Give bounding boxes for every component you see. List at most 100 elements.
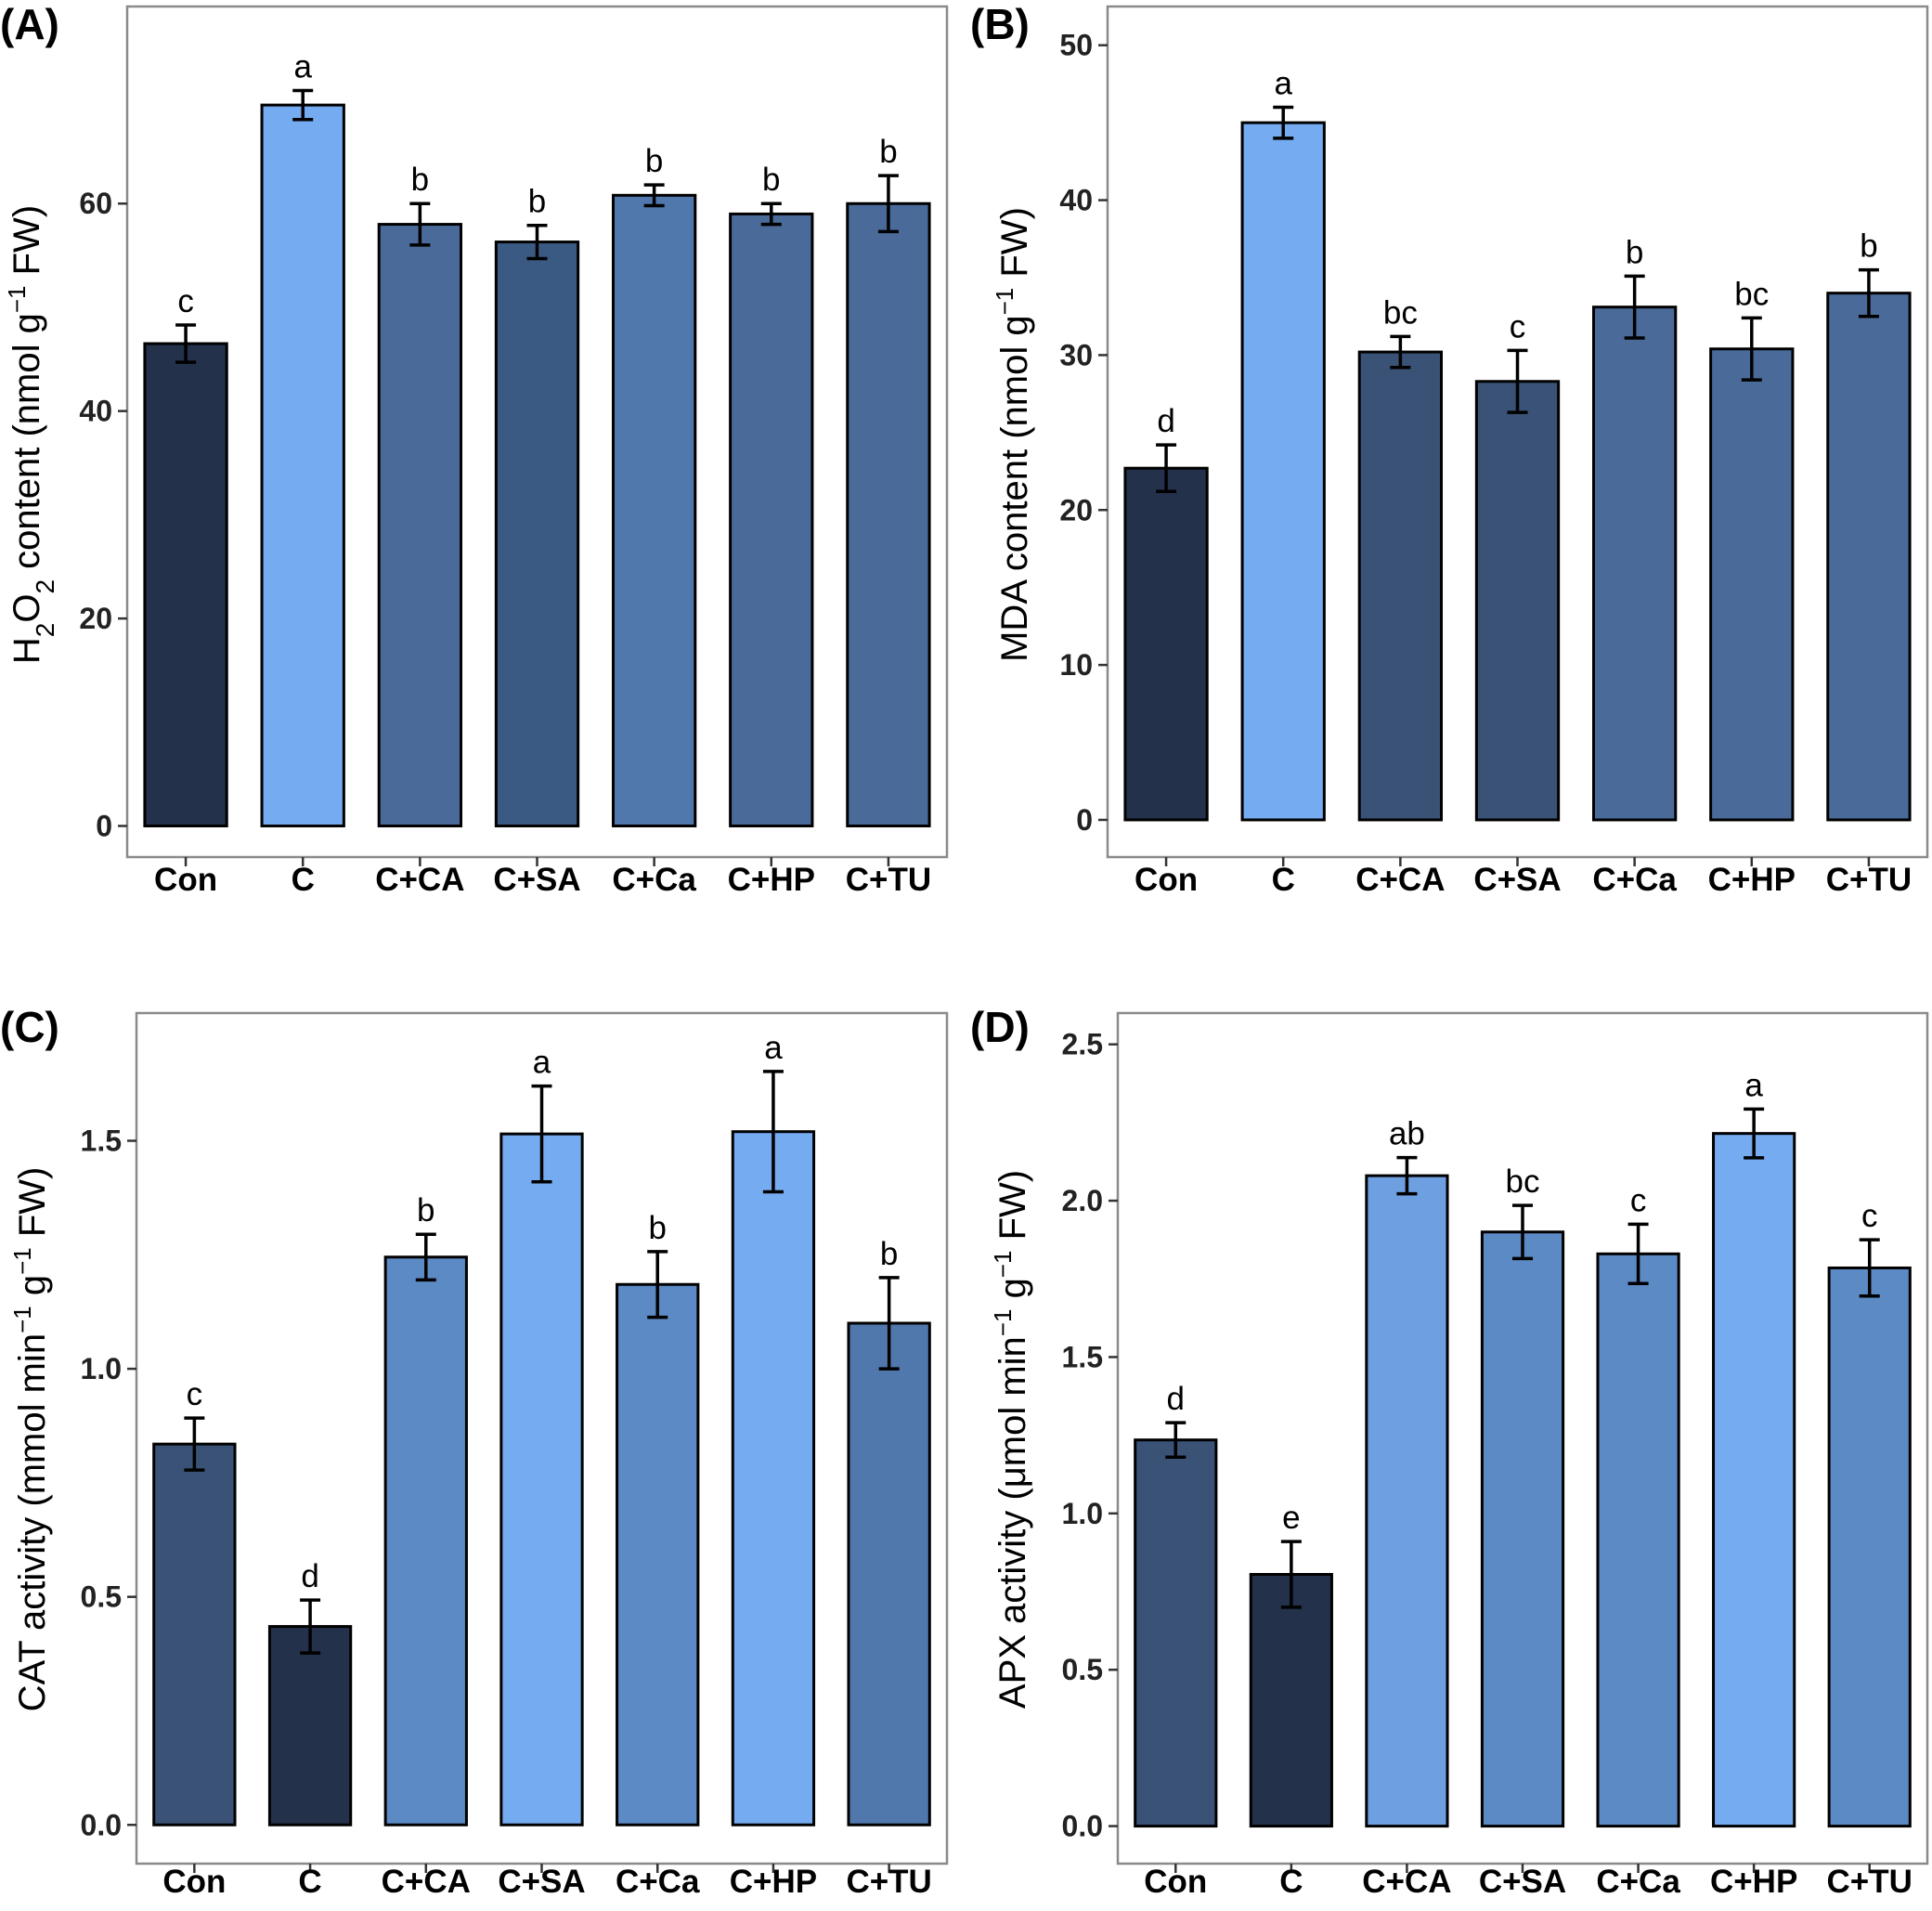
significance-letter: a — [533, 1045, 551, 1081]
error-bar — [531, 1084, 552, 1184]
bar-c-sa — [494, 240, 580, 827]
error-bar — [292, 88, 314, 122]
panel-d: (D) 0.0 0.5 1.0 1.5 2.0 2.5 d Con e Cab C+CA bc C+SA c… — [970, 1003, 1929, 1900]
error-bar — [1859, 1238, 1880, 1298]
bar-c-sa — [1474, 380, 1561, 822]
x-tick-label: Con — [162, 1864, 226, 1900]
x-tick-label: C — [1272, 862, 1295, 898]
error-bar — [175, 323, 197, 364]
error-bar — [1273, 105, 1294, 140]
panel-a: (A) 0 20 40 60 c Con a Cb C+CA b C+SA b C+Ca b C+HP b C+T… — [0, 0, 949, 898]
error-bar — [1390, 334, 1411, 370]
bar-c-hp — [731, 1130, 816, 1826]
y-axis-label: MDA content (nmol g−1 FW) — [991, 207, 1035, 662]
bar-c-tu — [846, 202, 931, 827]
error-bar — [300, 1598, 321, 1655]
x-tick-label: C+TU — [1827, 1864, 1913, 1900]
error-bar — [1627, 1222, 1649, 1286]
significance-letter: c — [177, 283, 194, 319]
error-bar — [526, 223, 548, 261]
error-bar — [1156, 443, 1177, 493]
bar-c — [1249, 1572, 1333, 1828]
y-tick-label: 60 — [79, 187, 112, 220]
x-tick-label: C+SA — [493, 862, 580, 898]
error-bar — [1165, 1421, 1186, 1459]
x-tick-label: C+HP — [730, 1864, 817, 1900]
significance-letter: b — [411, 162, 429, 198]
panel-label: (C) — [0, 1003, 59, 1051]
error-bar — [1280, 1540, 1302, 1609]
error-bar — [878, 1276, 900, 1371]
y-axis-label: APX activity (μmol min−1 g−1 FW) — [989, 1170, 1033, 1709]
bar-c-ca — [611, 193, 697, 827]
significance-letter: d — [1167, 1381, 1185, 1417]
significance-letter: b — [417, 1192, 434, 1228]
y-tick-label: 40 — [79, 395, 112, 428]
error-bar — [647, 1250, 668, 1320]
error-bar — [415, 1232, 436, 1282]
y-tick-label: 2.5 — [1062, 1028, 1103, 1061]
y-tick-label: 2.0 — [1062, 1184, 1103, 1217]
bar-c-sa — [499, 1132, 584, 1826]
significance-letter: a — [1744, 1067, 1763, 1103]
y-tick-label: 0.0 — [81, 1808, 122, 1841]
significance-letter: c — [1510, 308, 1526, 344]
y-tick-label: 20 — [1059, 493, 1093, 526]
panel-label: (D) — [970, 1003, 1030, 1051]
error-bar — [1744, 1107, 1765, 1160]
y-tick-label: 1.0 — [81, 1352, 122, 1385]
y-tick-label: 10 — [1059, 648, 1093, 682]
y-tick-label: 50 — [1059, 29, 1093, 62]
y-tick-label: 40 — [1059, 184, 1093, 217]
x-tick-label: Con — [1144, 1864, 1207, 1900]
significance-letter: b — [645, 143, 663, 179]
error-bar — [1624, 274, 1645, 340]
error-bar — [760, 202, 782, 227]
x-tick-label: C+TU — [846, 1864, 931, 1900]
y-tick-label: 0 — [1076, 803, 1093, 837]
x-tick-label: Con — [1135, 862, 1198, 898]
significance-letter: a — [293, 48, 312, 84]
x-tick-label: C+Ca — [616, 1864, 700, 1900]
bar-c-tu — [1827, 1266, 1912, 1828]
bar-con — [143, 342, 228, 827]
y-tick-label: 1.0 — [1062, 1497, 1103, 1530]
significance-letter: b — [880, 1236, 898, 1272]
y-tick-label: 0.5 — [1062, 1653, 1103, 1686]
y-axis-label: CAT activity (mmol min−1 g−1 FW) — [8, 1167, 53, 1712]
bar-c-tu — [1826, 292, 1912, 822]
y-tick-label: 0.0 — [1062, 1810, 1103, 1843]
significance-letter: b — [762, 162, 780, 198]
significance-letter: c — [1630, 1182, 1647, 1218]
significance-letter: a — [764, 1030, 783, 1066]
x-tick-label: C — [1279, 1864, 1303, 1900]
significance-letter: bc — [1383, 294, 1418, 331]
x-tick-label: C+CA — [1362, 1864, 1451, 1900]
bar-c-ca — [1596, 1252, 1680, 1828]
bar-c-ca — [1591, 306, 1678, 822]
panel-label: (B) — [970, 0, 1030, 48]
significance-letter: bc — [1734, 276, 1769, 312]
bar-c — [260, 103, 345, 827]
bar-c — [267, 1625, 353, 1826]
significance-letter: b — [1626, 234, 1643, 270]
error-bar — [1741, 316, 1762, 382]
x-tick-label: C — [298, 1864, 321, 1900]
significance-letter: ab — [1389, 1116, 1425, 1152]
significance-letter: d — [301, 1558, 318, 1594]
error-bar — [1512, 1203, 1533, 1261]
bar-c-sa — [1480, 1230, 1565, 1828]
panel-c: (C) 0.0 0.5 1.0 1.5 c Con d Cb C+CA a C+SA b C+Ca a C+H… — [0, 1003, 949, 1900]
y-tick-label: 30 — [1059, 338, 1093, 371]
bar-con — [152, 1442, 237, 1826]
error-bar — [643, 183, 665, 208]
bar-c-ca — [383, 1255, 468, 1826]
error-bar — [1858, 267, 1879, 318]
x-tick-label: C+TU — [1826, 862, 1912, 898]
bar-c-ca — [377, 223, 463, 827]
x-tick-label: C+Ca — [612, 862, 696, 898]
y-axis-label: H2O2 content (nmol g−1 FW) — [3, 205, 59, 664]
bar-c-ca — [616, 1282, 700, 1826]
y-tick-label: 0.5 — [81, 1580, 122, 1614]
x-tick-label: C+CA — [382, 1864, 471, 1900]
